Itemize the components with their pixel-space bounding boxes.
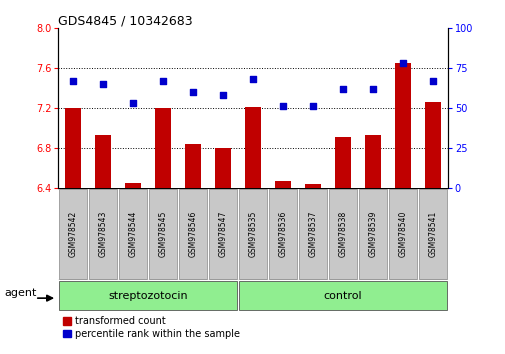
Point — [338, 86, 346, 92]
Text: streptozotocin: streptozotocin — [108, 291, 187, 301]
Text: control: control — [323, 291, 362, 301]
Point — [398, 61, 406, 66]
Point — [278, 103, 286, 109]
Text: GSM978546: GSM978546 — [188, 210, 197, 257]
FancyBboxPatch shape — [298, 189, 326, 279]
Bar — [304, 184, 321, 188]
FancyBboxPatch shape — [418, 189, 446, 279]
Text: agent: agent — [5, 288, 37, 298]
Point — [99, 81, 107, 87]
FancyBboxPatch shape — [209, 189, 237, 279]
Point — [189, 89, 197, 95]
FancyBboxPatch shape — [119, 189, 147, 279]
Text: GSM978541: GSM978541 — [427, 211, 436, 257]
Point — [428, 78, 436, 84]
FancyBboxPatch shape — [179, 189, 207, 279]
Text: GSM978544: GSM978544 — [128, 210, 137, 257]
Bar — [394, 63, 410, 188]
Point — [159, 78, 167, 84]
FancyBboxPatch shape — [59, 281, 237, 310]
Text: GSM978545: GSM978545 — [158, 210, 167, 257]
FancyBboxPatch shape — [238, 281, 446, 310]
Text: GSM978539: GSM978539 — [368, 210, 377, 257]
Text: GSM978540: GSM978540 — [397, 210, 407, 257]
Bar — [214, 148, 231, 188]
Point — [69, 78, 77, 84]
Bar — [184, 144, 201, 188]
FancyBboxPatch shape — [89, 189, 117, 279]
Bar — [334, 137, 350, 188]
Bar — [364, 135, 380, 188]
Text: GSM978543: GSM978543 — [98, 210, 108, 257]
Text: GSM978547: GSM978547 — [218, 210, 227, 257]
Bar — [274, 181, 291, 188]
Bar — [424, 102, 440, 188]
Bar — [244, 107, 261, 188]
Point — [219, 92, 227, 98]
Text: GSM978537: GSM978537 — [308, 210, 317, 257]
Text: GDS4845 / 10342683: GDS4845 / 10342683 — [58, 14, 192, 27]
Text: GSM978542: GSM978542 — [69, 211, 78, 257]
Text: GSM978538: GSM978538 — [338, 211, 347, 257]
Point — [308, 103, 316, 109]
Bar — [125, 183, 141, 188]
Text: GSM978536: GSM978536 — [278, 210, 287, 257]
FancyBboxPatch shape — [59, 189, 87, 279]
FancyBboxPatch shape — [268, 189, 296, 279]
Text: GSM978535: GSM978535 — [248, 210, 257, 257]
FancyBboxPatch shape — [148, 189, 177, 279]
Point — [129, 101, 137, 106]
FancyBboxPatch shape — [238, 189, 267, 279]
FancyBboxPatch shape — [328, 189, 357, 279]
FancyBboxPatch shape — [388, 189, 416, 279]
FancyBboxPatch shape — [358, 189, 386, 279]
Bar — [95, 135, 111, 188]
Point — [368, 86, 376, 92]
Point — [248, 76, 257, 82]
Bar — [155, 108, 171, 188]
Bar — [65, 108, 81, 188]
Legend: transformed count, percentile rank within the sample: transformed count, percentile rank withi… — [63, 316, 239, 339]
